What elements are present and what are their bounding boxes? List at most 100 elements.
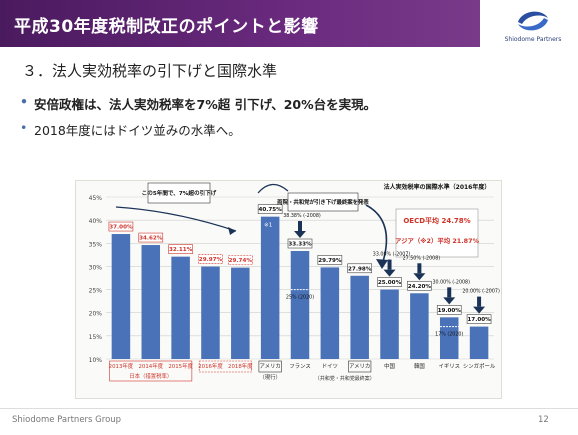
- section-subtitle: ３．法人実効税率の引下げと国際水準: [22, 62, 278, 80]
- intl-title: 法人実効税率の国際水準（2016年度）: [384, 183, 491, 191]
- x-tick-label: 2014年度: [139, 362, 164, 370]
- usa-current-label: （現行）: [259, 373, 281, 381]
- usa-proposal-label: （共和党・共和党最終案）: [315, 375, 375, 382]
- y-tick-label: 20%: [89, 311, 103, 318]
- bar-value-box: [436, 305, 462, 315]
- us-curve-arrow: [257, 183, 289, 194]
- bar-value-label: 19.00%: [438, 308, 462, 314]
- bar-value-box: [407, 280, 432, 291]
- x-tick-label: 2016年度: [198, 362, 223, 370]
- tax-rate-chart: 45% 40% 35% 30% 25% 20% 15% 10% 37.00% 2013年度 34.6…: [75, 180, 502, 399]
- bar-value-label: 29.79%: [318, 258, 342, 264]
- prior-rate-label: 27.50% (-2008): [403, 255, 441, 261]
- x-tick-label: 2018年度: [228, 362, 253, 370]
- bar-value-box: [317, 255, 343, 265]
- x-tick-label: 韓国: [414, 362, 425, 370]
- future-rate-label: 17% (2020): [435, 332, 463, 338]
- bar-value-label: 24.20%: [408, 284, 432, 290]
- five-years-label: この5年間で、7%超の引下げ: [142, 189, 217, 197]
- bullet-1-text: 安倍政権は、法人実効税率を7%超 引下げ、20%台を実現。: [34, 97, 377, 112]
- prior-rate-label: 30.00% (-2008): [432, 279, 470, 285]
- down-arrow-head: [383, 269, 396, 277]
- x-tick-label: シンガポール: [463, 362, 496, 370]
- bar: [439, 317, 459, 359]
- bar-value-box: [466, 314, 492, 324]
- footer-company: Shiodome Partners Group: [12, 415, 122, 425]
- bar: [290, 251, 310, 359]
- japan-group-box: [109, 360, 193, 382]
- y-tick-label: 35%: [89, 241, 103, 248]
- bar: [410, 293, 429, 359]
- republican-label: 両院・共和党が引き下げ最終案を発表: [277, 198, 369, 206]
- bar-value-label: 34.62%: [139, 236, 163, 242]
- footnote-mark: ※1: [264, 223, 273, 229]
- company-logo: Shiodome Partners: [498, 6, 568, 46]
- down-arrow-head: [294, 231, 306, 239]
- intl-box: [395, 208, 479, 258]
- bar-value-box: [168, 244, 193, 254]
- prior-rate-label: 38.38% (-2008): [283, 213, 321, 219]
- y-tick-label: 15%: [89, 334, 103, 341]
- decline-arrowhead: [228, 227, 236, 235]
- footer-divider: [0, 408, 578, 409]
- y-tick-label: 40%: [89, 218, 103, 225]
- usa2-label-box: [348, 360, 372, 373]
- future-rate-label: 25% (2020): [286, 295, 314, 301]
- x-tick-label: イギリス: [438, 363, 460, 370]
- bar-value-label: 25.00%: [378, 280, 402, 286]
- bar: [141, 245, 161, 359]
- x-tick-label: 中国: [384, 362, 395, 370]
- bar-value-box: [347, 263, 372, 274]
- x-tick-label: アメリカ: [260, 363, 281, 370]
- bar-value-box: [257, 204, 283, 214]
- logo-text: Shiodome Partners: [504, 36, 562, 43]
- x-tick-label: フランス: [289, 363, 310, 370]
- down-arrow-shaft: [298, 221, 302, 232]
- bar-value-label: 32.11%: [169, 247, 193, 253]
- y-tick-label: 25%: [89, 288, 103, 295]
- bar-value-box: [377, 277, 402, 287]
- x-tick-label: 2015年度: [168, 362, 193, 370]
- prior-rate-label: 33.00% (-2007): [373, 252, 411, 258]
- usa-label-box: [258, 360, 282, 373]
- chart-svg: 45% 40% 35% 30% 25% 20% 15% 10% 37.00% 2013年度 34.6…: [89, 182, 500, 382]
- oecd-average: OECD平均 24.78%: [403, 216, 470, 225]
- bar-value-label: 40.75%: [258, 207, 282, 213]
- bar-value-label: 27.98%: [348, 266, 372, 272]
- page-title: 平成30年度税制改正のポイントと影響: [14, 17, 319, 37]
- bar-value-label: 37.00%: [109, 225, 133, 231]
- bullet-dot-icon: •: [20, 94, 28, 109]
- bar-value-label: 29.97%: [199, 257, 223, 263]
- down-arrow-head: [413, 273, 426, 281]
- bullet-2: • 2018年度にはドイツ並みの水準へ。: [20, 120, 241, 139]
- x-tick-label: アメリカ: [349, 363, 370, 370]
- x-tick-label: ドイツ: [322, 364, 338, 370]
- bar-value-label: 33.33%: [288, 242, 312, 248]
- header-bar: 平成30年度税制改正のポイントと影響: [0, 0, 480, 47]
- bar: [350, 275, 369, 359]
- y-tick-label: 45%: [89, 195, 103, 202]
- prior-rate-label: 20.00% (-2007): [462, 289, 500, 295]
- y-tick-label: 10%: [89, 357, 103, 364]
- republican-box: [287, 192, 359, 212]
- bar: [260, 216, 280, 359]
- bar-value-label: 29.74%: [229, 258, 253, 264]
- bar: [201, 266, 220, 359]
- asia-average: アジア（※2）平均 21.87%: [395, 236, 480, 245]
- down-arrow-head: [473, 306, 486, 314]
- down-arrow-shaft: [477, 296, 482, 307]
- japan-future-box: [198, 360, 252, 373]
- bar: [320, 267, 340, 359]
- bullet-2-text: 2018年度にはドイツ並みの水準へ。: [34, 123, 241, 138]
- down-arrow-shaft: [447, 287, 452, 298]
- bar: [171, 256, 190, 359]
- bar-value-box: [198, 254, 223, 264]
- us-drop-arrow: [365, 204, 388, 266]
- bullet-1: • 安倍政権は、法人実効税率を7%超 引下げ、20%台を実現。: [20, 94, 377, 113]
- bar-value-label: 17.00%: [467, 317, 491, 323]
- bar: [111, 234, 131, 359]
- y-tick-label: 30%: [89, 264, 103, 271]
- down-arrow-shaft: [417, 263, 422, 274]
- japan-group-label: 日本（措置税率）: [129, 372, 172, 380]
